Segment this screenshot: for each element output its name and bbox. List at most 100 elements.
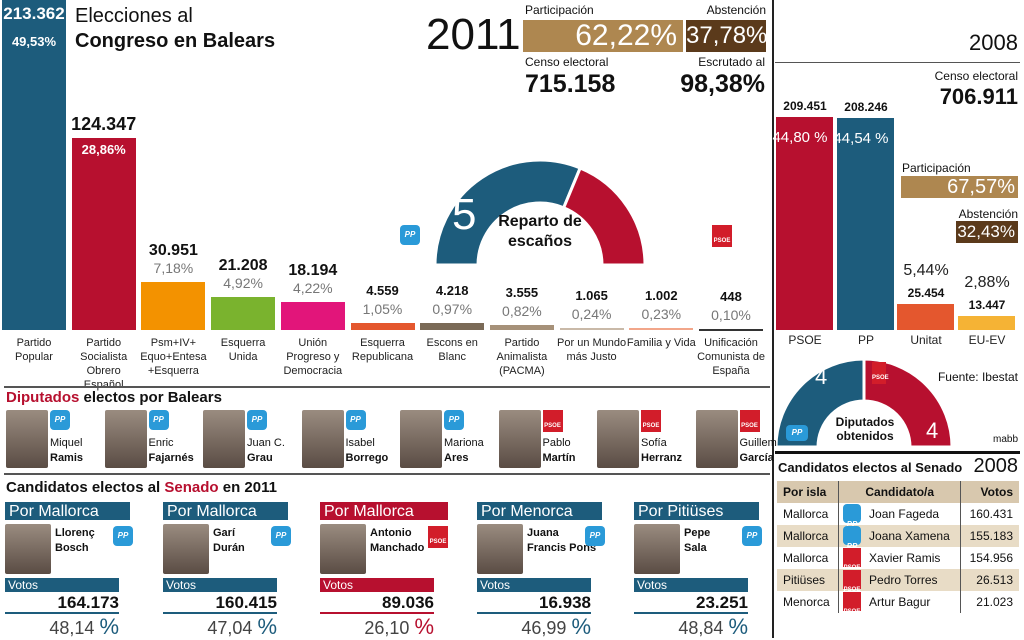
divider	[477, 612, 591, 614]
candidate-name: Artur Bagur	[869, 595, 931, 609]
bar-3	[211, 297, 276, 330]
deputy-name: Enric Fajarnés	[149, 436, 194, 466]
participation-2008-value: 67,57%	[901, 176, 1018, 198]
senate-card: Por Mallorca Garí Durán PP Votos 160.415 47,04…	[163, 502, 293, 639]
value-label: 3.555	[505, 284, 539, 300]
candidate-cell: PSOE Xavier Ramis	[838, 547, 962, 571]
title-line1: Elecciones al	[75, 5, 193, 27]
deputy-first-name: Pablo	[542, 437, 571, 449]
senator-last-name: Manchado	[370, 542, 425, 554]
deputy-first-name: Guillem	[739, 437, 777, 449]
deputy-last-name: Ares	[444, 452, 469, 464]
pp-logo-icon: PP	[843, 504, 862, 529]
seats-hemicycle-2011	[433, 158, 647, 267]
deputy-photo	[400, 410, 442, 468]
votes-cell: 21.023	[976, 595, 1013, 609]
votes-cell: 154.956	[969, 551, 1013, 565]
deputy-item: PP Enric Fajarnés	[104, 410, 200, 470]
senator-votes: 160.415	[215, 593, 277, 612]
deputy-first-name: Sofía	[641, 437, 667, 449]
percent-value: 48,84	[678, 618, 724, 638]
senator-photo	[634, 524, 680, 574]
source: Fuente: Ibestat	[937, 370, 1018, 384]
candidate-cell: PP Joana Xamena	[838, 525, 962, 551]
deputy-first-name: Juan C.	[247, 437, 285, 449]
year-2008: 2008	[969, 30, 1018, 55]
deputy-item: PP Mariona Ares	[400, 410, 495, 470]
value-label: 4.218	[435, 283, 469, 299]
senate-2008-year: 2008	[973, 455, 1019, 477]
senator-votes: 89.036	[382, 593, 434, 612]
percent-label: 49,53%	[11, 34, 57, 49]
percent-label: 28,86%	[81, 141, 126, 157]
seat-segment-0	[433, 158, 583, 267]
senator-name: Pepe Sala	[684, 526, 710, 556]
category-label: Esquerra Republicana	[351, 337, 414, 363]
category-label: Partido Animalista (PACMA)	[496, 337, 548, 377]
abstention-label: Abstención	[706, 3, 766, 17]
value-label: 213.362	[3, 4, 65, 23]
year-2011: 2011	[426, 10, 521, 59]
senator-name: Antonio Manchado	[370, 526, 424, 556]
pp-seats-2008: 4	[815, 364, 828, 389]
value-label: 1.002	[645, 288, 678, 304]
votes-label: Votos	[163, 578, 277, 592]
percent-label: 0,23%	[641, 306, 682, 323]
pp-logo-icon: PP	[742, 526, 762, 546]
category-label: Unitat	[910, 333, 942, 347]
senator-photo	[163, 524, 209, 574]
psoe-logo-icon: PSOE	[843, 592, 862, 615]
senator-percent: 46,99 %	[477, 614, 591, 640]
psoe-logo-icon: PSOE	[428, 526, 448, 548]
senator-first-name: Antonio	[370, 527, 412, 539]
category-label: Esquerra Unida	[220, 337, 266, 363]
participation-label: Participación	[525, 3, 594, 17]
senator-name: Garí Durán	[213, 526, 245, 556]
votes-cell: 155.183	[969, 529, 1013, 543]
table-row: Mallorca PP Joan Fageda 160.431	[777, 503, 1019, 529]
psoe-seats: 3	[666, 200, 689, 244]
deputy-first-name: Enric	[148, 437, 174, 449]
value-label: 4.559	[366, 282, 399, 298]
island-cell: Mallorca	[783, 529, 829, 543]
deputy-name: Sofía Herranz	[641, 436, 682, 466]
island-cell: Menorca	[783, 595, 830, 609]
pp-logo-icon: PP	[345, 410, 366, 430]
census-value: 715.158	[525, 70, 616, 98]
senator-photo	[5, 524, 51, 574]
senator-first-name: Juana	[527, 527, 559, 539]
participation-value: 62,22%	[523, 20, 683, 52]
divider-deputies	[4, 386, 770, 388]
votes-label: Votos	[634, 578, 748, 592]
seat-segment-1	[862, 357, 954, 448]
senator-votes: 164.173	[57, 593, 119, 612]
island-cell: Mallorca	[783, 507, 829, 521]
candidate-name: Xavier Ramis	[869, 551, 941, 565]
col-island: Por isla	[783, 485, 827, 499]
table-row: Pitiüses PSOE Pedro Torres 26.513	[777, 569, 1019, 593]
senator-last-name: Bosch	[55, 542, 89, 554]
senator-votes: 23.251	[696, 593, 748, 612]
category-label: Familia y Vida	[626, 337, 696, 349]
deputy-item: PSOE Guillem García	[695, 410, 791, 470]
deputy-item: PSOE Pablo Martín	[498, 410, 594, 470]
deputy-name: Juan C. Grau	[247, 436, 285, 466]
bar-6	[420, 323, 485, 330]
divider-2008	[775, 62, 1020, 63]
col-candidate: Candidato/a	[838, 481, 962, 503]
category-label: EU-EV	[968, 333, 1006, 347]
divider-vertical	[772, 0, 774, 638]
category-label: Partido Socialista Obrero Español	[80, 337, 128, 391]
senate-region: Por Mallorca	[320, 502, 448, 520]
votes-label: Votos	[477, 578, 591, 592]
value-label: 18.194	[288, 261, 338, 279]
abstention-2008-label: Abstención	[958, 207, 1018, 221]
pp-logo-icon: PP	[444, 410, 464, 430]
col-votes: Votos	[980, 485, 1013, 499]
deputy-item: PP Miquel Ramis	[6, 410, 101, 470]
senate-card: Por Menorca Juana Francis Pons PP Votos 16.93…	[477, 502, 607, 640]
table-row: Mallorca PP Joana Xamena 155.183	[777, 525, 1019, 551]
senate-title-b: en 2011	[218, 479, 277, 496]
deputy-name: Guillem García	[740, 436, 777, 466]
senator-percent: 48,14 %	[5, 614, 119, 640]
